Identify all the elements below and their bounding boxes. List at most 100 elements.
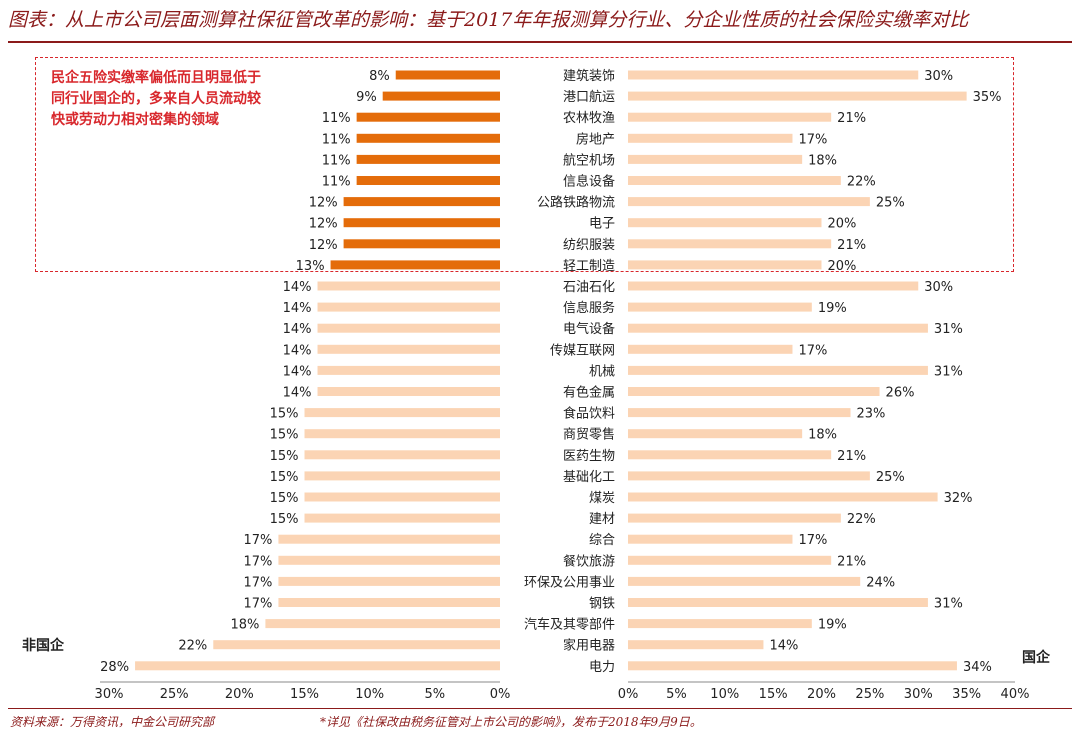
bar-label-nonstate: 9%	[356, 90, 377, 105]
bar-nonstate	[304, 408, 500, 418]
bar-state	[628, 154, 803, 164]
bar-label-state: 25%	[876, 470, 905, 485]
bar-label-nonstate: 17%	[244, 554, 273, 569]
bar-label-state: 23%	[857, 407, 886, 422]
bar-state	[628, 576, 861, 586]
bar-nonstate	[382, 91, 500, 101]
bar-label-nonstate: 15%	[270, 407, 299, 422]
bar-state	[628, 429, 803, 439]
bar-label-state: 30%	[924, 280, 953, 295]
bar-label-state: 17%	[798, 132, 827, 147]
bar-label-state: 17%	[798, 533, 827, 548]
bar-label-state: 32%	[944, 491, 973, 506]
bar-state	[628, 661, 957, 671]
bar-state	[628, 176, 841, 185]
bar-state	[628, 302, 812, 312]
category-label: 电气设备	[563, 321, 615, 337]
bar-label-nonstate: 11%	[322, 132, 351, 147]
category-label: 机械	[589, 364, 615, 379]
bar-nonstate	[304, 471, 500, 481]
category-label: 航空机场	[563, 152, 615, 168]
bar-nonstate	[356, 133, 500, 143]
bar-state	[628, 323, 928, 333]
bar-label-state: 22%	[847, 512, 876, 527]
x-tick-right: 10%	[710, 687, 739, 700]
bar-state	[628, 133, 793, 143]
bar-label-state: 31%	[934, 322, 963, 337]
bar-state	[628, 218, 822, 228]
bar-label-state: 21%	[837, 449, 866, 464]
category-label: 电力	[589, 660, 615, 675]
bar-state	[628, 387, 880, 396]
x-tick-left: 25%	[160, 687, 189, 700]
bar-label-nonstate: 12%	[309, 238, 338, 253]
category-label: 有色金属	[563, 385, 615, 401]
bar-nonstate	[317, 365, 500, 375]
bar-label-nonstate: 15%	[270, 491, 299, 506]
category-label: 餐饮旅游	[563, 553, 615, 569]
category-label: 房地产	[576, 131, 615, 147]
bar-label-nonstate: 17%	[244, 597, 273, 612]
bar-label-nonstate: 14%	[283, 301, 312, 316]
x-tick-right: 20%	[807, 687, 836, 700]
bar-state	[628, 91, 967, 101]
category-label: 传媒互联网	[550, 343, 615, 358]
bar-label-nonstate: 14%	[283, 343, 312, 358]
bar-nonstate	[395, 70, 500, 80]
category-label: 钢铁	[589, 597, 615, 612]
bar-nonstate	[317, 344, 500, 354]
bar-nonstate	[317, 302, 500, 312]
bar-state	[628, 640, 764, 650]
x-tick-right: 30%	[904, 687, 933, 700]
x-tick-right: 25%	[855, 687, 884, 700]
category-label: 港口航运	[563, 89, 615, 105]
category-label: 公路铁路物流	[537, 195, 615, 211]
bar-nonstate	[304, 429, 500, 439]
bar-label-state: 17%	[798, 343, 827, 358]
category-label: 家用电器	[563, 638, 615, 654]
bar-label-state: 26%	[886, 386, 915, 401]
bar-label-state: 18%	[808, 153, 837, 168]
bar-label-state: 18%	[808, 428, 837, 443]
bar-state	[628, 619, 812, 629]
bar-label-nonstate: 15%	[270, 428, 299, 443]
bar-label-nonstate: 14%	[283, 322, 312, 337]
bar-nonstate	[135, 661, 501, 671]
bar-nonstate	[278, 598, 500, 607]
x-tick-left: 30%	[95, 687, 124, 700]
bar-state	[628, 365, 928, 375]
x-tick-right: 40%	[1001, 687, 1030, 700]
bar-nonstate	[265, 619, 500, 629]
bar-state	[628, 471, 870, 481]
x-tick-right: 0%	[618, 687, 639, 700]
bar-nonstate	[278, 576, 500, 586]
bar-nonstate	[278, 555, 500, 565]
x-tick-right: 35%	[952, 687, 981, 700]
category-label: 环保及公用事业	[524, 575, 615, 590]
category-label: 煤炭	[589, 491, 615, 506]
annotation-text: 民企五险实缴率偏低而且明显低于同行业国企的，多来自人员流动较快或劳动力相对密集的…	[51, 70, 261, 128]
bar-state	[628, 534, 793, 544]
category-label: 信息设备	[563, 174, 615, 190]
bar-chart: 8% 建筑装饰 30% 9% 港口航运 35% 11% 农林牧渔 21% 11% 房地产 17% 11%…	[22, 68, 1051, 700]
bar-label-nonstate: 14%	[283, 280, 312, 295]
bar-label-nonstate: 22%	[178, 639, 207, 654]
bar-nonstate	[304, 492, 500, 502]
x-tick-left: 15%	[290, 687, 319, 700]
bar-state	[628, 450, 832, 460]
bar-label-state: 19%	[818, 301, 847, 316]
bar-nonstate	[304, 513, 500, 523]
source-divider	[8, 708, 1072, 709]
bar-label-nonstate: 28%	[100, 660, 129, 675]
bar-label-nonstate: 11%	[322, 111, 351, 126]
category-label: 商贸零售	[563, 427, 615, 443]
category-label: 食品饮料	[563, 406, 615, 422]
bar-label-nonstate: 13%	[296, 259, 325, 274]
category-label: 综合	[589, 533, 615, 548]
x-tick-left: 0%	[490, 687, 511, 700]
bar-label-state: 35%	[973, 90, 1002, 105]
title-divider	[8, 41, 1072, 43]
bar-label-nonstate: 15%	[270, 470, 299, 485]
bar-state	[628, 260, 822, 270]
x-tick-right: 5%	[666, 687, 687, 700]
